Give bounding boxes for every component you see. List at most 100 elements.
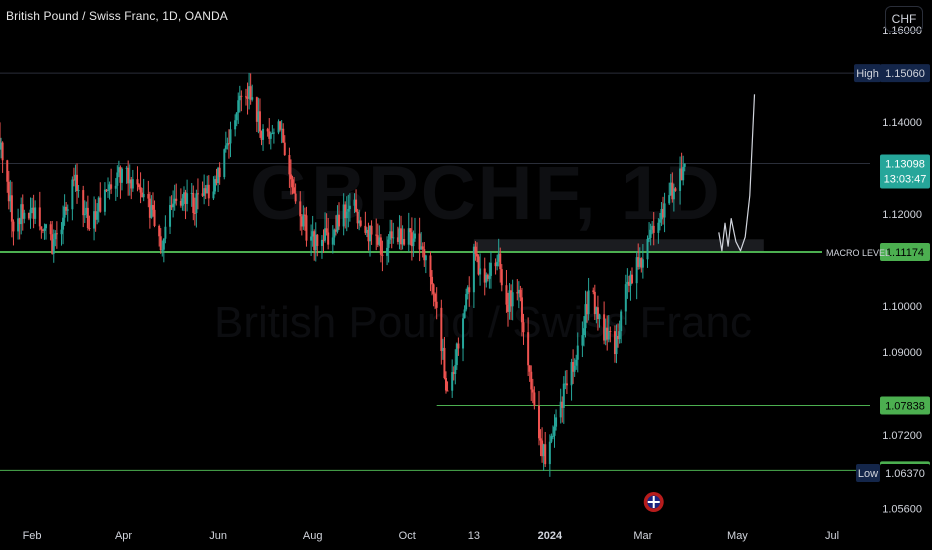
candle-body — [0, 142, 3, 150]
candle-body — [238, 95, 241, 101]
time-tick-label: May — [727, 530, 748, 542]
candle-body — [652, 225, 655, 233]
projection-path — [718, 94, 756, 252]
candle-body — [313, 231, 316, 251]
candle-body — [640, 258, 643, 268]
candle-body — [196, 193, 199, 195]
candle-body — [117, 167, 120, 173]
candle-body — [334, 229, 337, 232]
candle-body — [609, 331, 612, 333]
candle-body — [120, 168, 123, 183]
candle-body — [248, 86, 251, 99]
candle-body — [541, 440, 544, 457]
candle-body — [258, 111, 261, 132]
candle-body — [333, 229, 336, 238]
price-tick-label: 1.05600 — [882, 503, 922, 515]
candle-body — [570, 362, 573, 386]
candle-body — [421, 246, 424, 250]
candle-body — [234, 120, 237, 130]
candle-body — [511, 292, 514, 307]
candle-body — [62, 217, 65, 230]
candle-body — [175, 198, 178, 201]
candle-body — [235, 112, 238, 121]
candle-body — [683, 163, 686, 167]
candle-body — [302, 214, 305, 227]
level-price-label: 1.11174 — [886, 247, 924, 259]
candle-body — [45, 224, 48, 229]
candle-body — [303, 214, 306, 216]
candle-body — [472, 246, 475, 293]
candle-body — [130, 179, 133, 189]
candle-body — [12, 221, 15, 232]
candle-body — [584, 304, 587, 329]
candle-body — [116, 172, 119, 186]
candle-body — [418, 233, 421, 250]
candle-body — [186, 193, 189, 204]
candle-body — [63, 206, 66, 218]
candle-body — [358, 220, 361, 224]
candle-body — [240, 95, 243, 97]
currency-button[interactable]: CHF — [885, 6, 923, 32]
candle-body — [179, 200, 182, 206]
candle-body — [161, 249, 164, 251]
candle-body — [562, 383, 565, 408]
candle-body — [483, 268, 486, 283]
candle-body — [365, 229, 368, 233]
high-tag-bg — [854, 64, 881, 83]
low-price-label-bg — [880, 464, 930, 483]
candle-body — [21, 204, 24, 219]
candle-body — [465, 294, 468, 310]
candle-body — [1, 142, 4, 161]
candle-body — [55, 233, 58, 235]
candle-body — [576, 345, 579, 360]
candle-body — [226, 143, 229, 146]
candle-body — [244, 96, 247, 98]
candle-body — [141, 192, 144, 198]
candle-body — [530, 371, 533, 390]
candle-body — [151, 205, 154, 210]
candle-body — [310, 236, 313, 241]
candle-body — [582, 328, 585, 336]
symbol-title[interactable]: British Pound / Swiss Franc, 1D, OANDA — [6, 9, 228, 23]
candle-body — [215, 179, 218, 184]
candle-body — [587, 290, 590, 315]
price-tick-label: 1.09000 — [882, 347, 922, 359]
candle-body — [181, 198, 184, 206]
candle-body — [40, 226, 43, 230]
candle-body — [657, 222, 660, 233]
candle-body — [51, 234, 54, 254]
candle-body — [410, 232, 413, 247]
candle-body — [462, 318, 465, 349]
candle-body — [595, 307, 598, 315]
candle-body — [519, 289, 522, 298]
candle-body — [108, 184, 111, 190]
candle-body — [262, 128, 265, 140]
candle-body — [162, 238, 165, 250]
candle-body — [85, 207, 88, 214]
current-price-bg — [880, 154, 930, 189]
candle-body — [440, 307, 443, 352]
candle-body — [158, 225, 161, 237]
candle-body — [435, 301, 438, 308]
candle-body — [182, 192, 185, 199]
candle-body — [34, 207, 37, 219]
candle-body — [434, 293, 437, 302]
candle-body — [396, 237, 399, 242]
candle-body — [97, 197, 100, 212]
candle-body — [227, 143, 230, 145]
candle-body — [305, 215, 308, 241]
candle-body — [392, 237, 395, 239]
candle-body — [94, 211, 97, 220]
candle-body — [269, 133, 272, 139]
time-tick-label: 13 — [468, 530, 480, 542]
candle-body — [674, 188, 677, 191]
candle-body — [454, 365, 457, 374]
time-tick-label: Mar — [633, 530, 652, 542]
candle-body — [271, 133, 274, 135]
candle-body — [533, 392, 536, 406]
candle-body — [148, 198, 151, 218]
candle-body — [279, 121, 282, 130]
countdown-label: 13:03:47 — [884, 173, 927, 185]
